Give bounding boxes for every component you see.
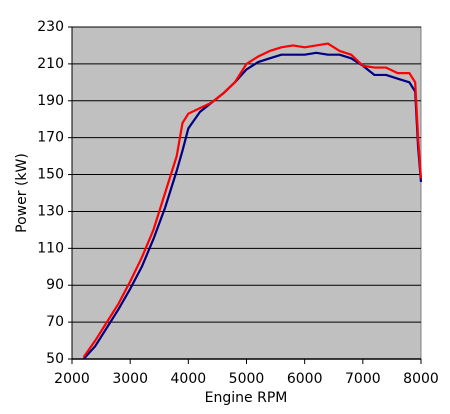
y-tick-label: 130 [37, 203, 64, 219]
y-tick-label: 190 [37, 93, 64, 109]
y-tick-label: 150 [37, 167, 64, 183]
series-line [82, 42, 423, 358]
y-tick-label: 90 [46, 277, 64, 293]
plot-area [71, 26, 422, 360]
x-tick-label: 5000 [229, 371, 265, 387]
x-tick-label: 8000 [403, 371, 439, 387]
x-tick-label: 2000 [54, 371, 90, 387]
series-line [82, 51, 423, 360]
x-tick-label: 7000 [345, 371, 381, 387]
y-tick-label: 170 [37, 130, 64, 146]
x-tick-label: 3000 [112, 371, 148, 387]
x-axis-title: Engine RPM [205, 390, 288, 406]
y-tick-label: 230 [37, 19, 64, 35]
y-tick-label: 70 [46, 314, 64, 330]
y-tick-label: 110 [37, 240, 64, 256]
y-tick-label: 210 [37, 56, 64, 72]
x-tick-label: 6000 [287, 371, 323, 387]
y-axis-title: Power (kW) [14, 153, 30, 233]
x-tick-label: 4000 [171, 371, 207, 387]
y-tick-label: 50 [46, 351, 64, 367]
